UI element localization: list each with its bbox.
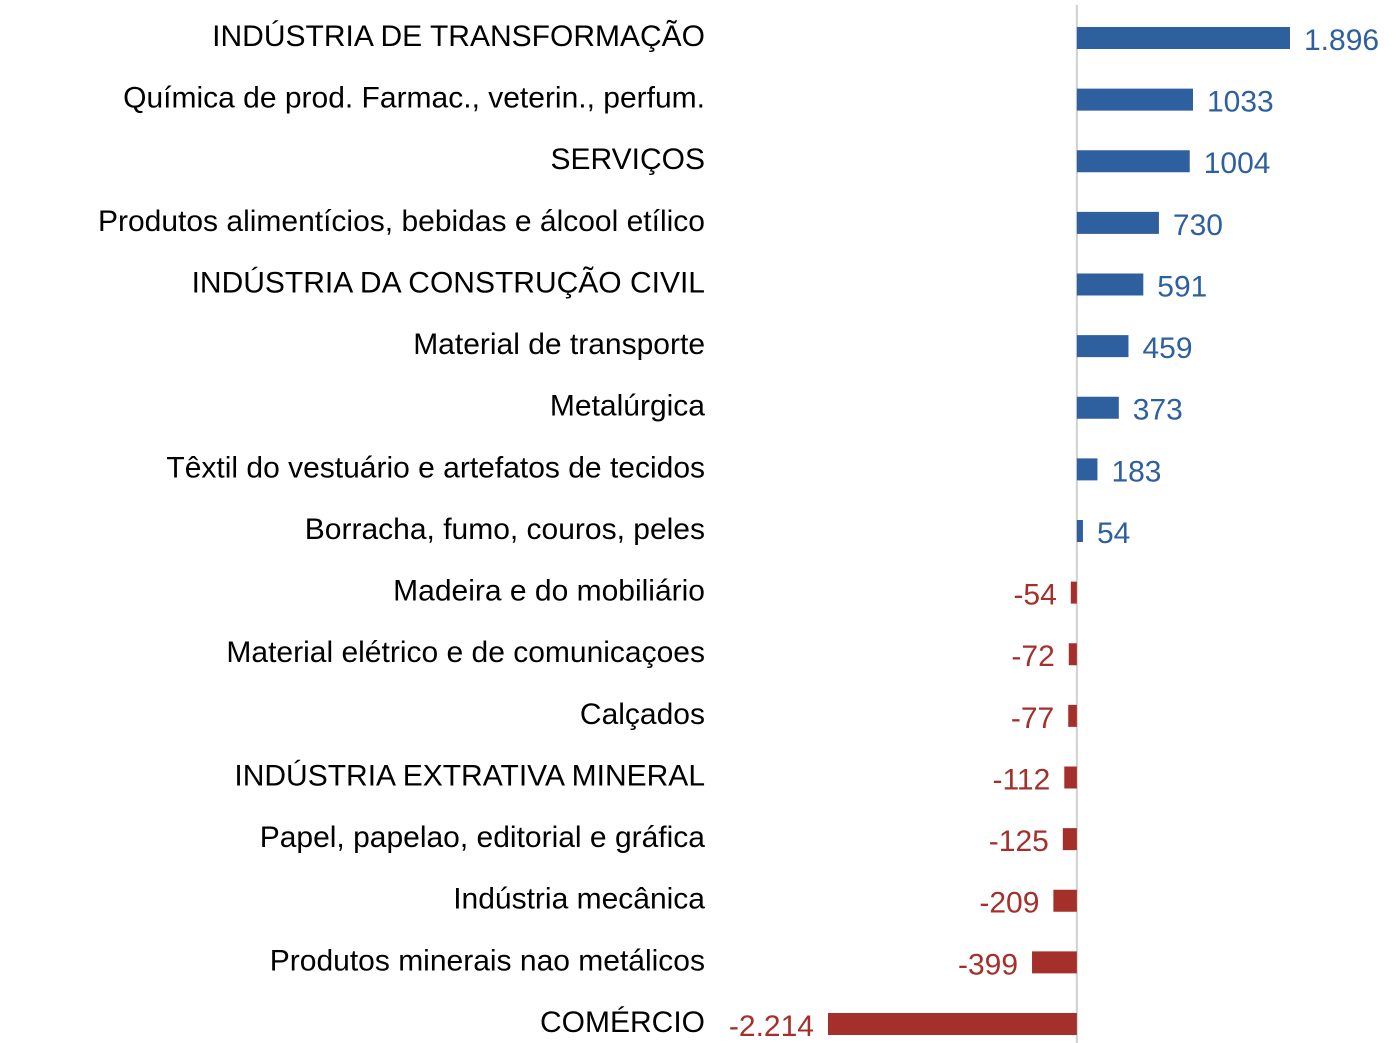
category-label: Produtos alimentícios, bebidas e álcool … bbox=[98, 205, 705, 238]
category-label: Material de transporte bbox=[413, 328, 705, 361]
category-label: Material elétrico e de comunicaçoes bbox=[226, 636, 705, 669]
category-label: Papel, papelao, editorial e gráfica bbox=[260, 821, 706, 854]
data-label: 54 bbox=[1097, 517, 1130, 550]
data-label: 373 bbox=[1133, 394, 1183, 427]
data-label: -2.214 bbox=[729, 1010, 814, 1043]
category-label: Calçados bbox=[580, 698, 705, 731]
category-label: COMÉRCIO bbox=[540, 1006, 705, 1039]
data-label: 183 bbox=[1111, 455, 1161, 488]
category-label: SERVIÇOS bbox=[551, 143, 706, 176]
category-label: Metalúrgica bbox=[550, 390, 705, 423]
bar bbox=[1070, 581, 1077, 604]
bar bbox=[1076, 273, 1144, 296]
bar bbox=[1064, 766, 1077, 789]
data-label: 1.896 bbox=[1304, 24, 1379, 57]
data-label: -54 bbox=[1013, 579, 1056, 612]
data-label: -125 bbox=[989, 825, 1049, 858]
bar bbox=[1076, 88, 1193, 111]
bar bbox=[1076, 150, 1190, 173]
category-label: Madeira e do mobiliário bbox=[393, 575, 705, 608]
bar bbox=[1076, 520, 1083, 542]
bar bbox=[1076, 27, 1290, 49]
bar bbox=[1062, 828, 1077, 851]
bar bbox=[1068, 704, 1077, 727]
data-label: 1004 bbox=[1204, 147, 1271, 180]
data-label: 1033 bbox=[1207, 86, 1274, 119]
data-label: -399 bbox=[958, 948, 1018, 981]
category-label: Indústria mecânica bbox=[453, 883, 705, 916]
bar bbox=[1076, 458, 1098, 481]
category-label: Borracha, fumo, couros, peles bbox=[305, 513, 705, 546]
data-label: -72 bbox=[1011, 640, 1054, 673]
category-label: Produtos minerais nao metálicos bbox=[270, 944, 705, 977]
bar bbox=[1076, 211, 1159, 234]
bar bbox=[1032, 951, 1077, 974]
category-label: INDÚSTRIA EXTRATIVA MINERAL bbox=[234, 759, 705, 792]
bar bbox=[1076, 335, 1129, 358]
category-label: Química de prod. Farmac., veterin., perf… bbox=[123, 82, 705, 115]
data-label: -112 bbox=[992, 763, 1050, 796]
data-label: -77 bbox=[1011, 702, 1054, 735]
data-label: 459 bbox=[1142, 332, 1192, 365]
bar bbox=[1076, 396, 1119, 419]
bar bbox=[1053, 889, 1077, 912]
bar bbox=[828, 1013, 1077, 1035]
data-label: -209 bbox=[979, 887, 1039, 920]
category-label: INDÚSTRIA DE TRANSFORMAÇÃO bbox=[212, 19, 705, 53]
category-label: Têxtil do vestuário e artefatos de tecid… bbox=[166, 451, 705, 484]
data-label: 730 bbox=[1173, 209, 1223, 242]
bar bbox=[1068, 643, 1077, 666]
category-label: INDÚSTRIA DA CONSTRUÇÃO CIVIL bbox=[192, 265, 705, 299]
data-label: 591 bbox=[1157, 270, 1207, 303]
